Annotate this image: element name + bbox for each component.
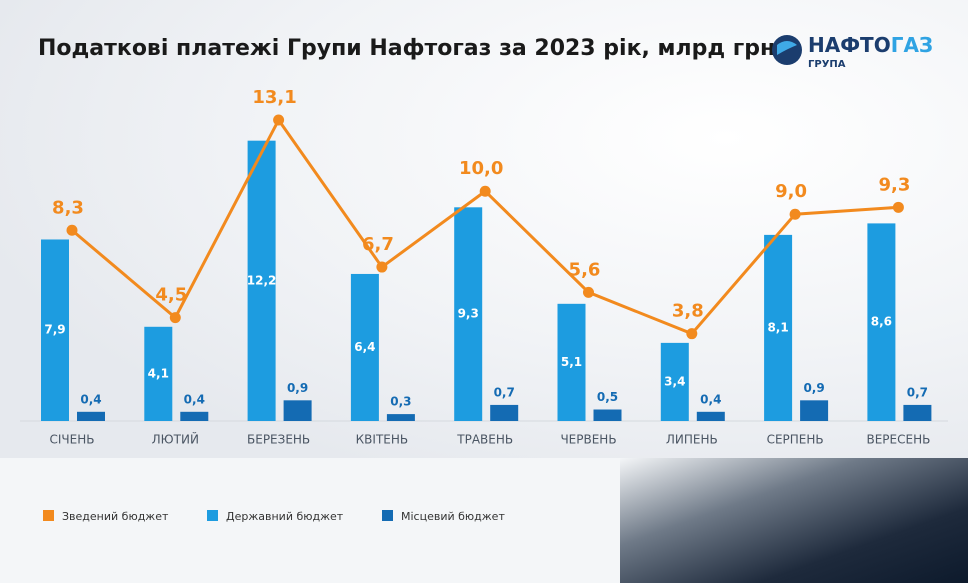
logo-part: ГАЗ: [891, 33, 933, 57]
value-label: 0,7: [907, 385, 928, 399]
value-label: 6,4: [354, 340, 375, 354]
bar: [557, 303, 586, 421]
legend-swatch: [207, 510, 218, 521]
chart-title: Податкові платежі Групи Нафтогаз за 2023…: [38, 36, 775, 61]
x-tick-label: СЕРПЕНЬ: [767, 433, 824, 447]
logo-icon: [772, 35, 802, 65]
x-tick-label: ЛЮТИЙ: [152, 432, 199, 447]
bar: [77, 411, 105, 421]
value-label: 5,6: [569, 259, 601, 280]
value-label: 7,9: [44, 323, 65, 337]
bar: [386, 414, 415, 421]
value-label: 0,9: [803, 381, 824, 395]
point: [479, 185, 491, 197]
value-label: 10,0: [459, 158, 503, 179]
point: [169, 312, 181, 324]
bar: [144, 326, 173, 421]
value-label: 0,9: [287, 381, 308, 395]
value-label: 8,1: [767, 320, 788, 334]
point: [583, 286, 594, 298]
value-label: 4,5: [155, 285, 187, 306]
x-tick-label: ЧЕРВЕНЬ: [560, 433, 616, 447]
photo: [620, 458, 968, 583]
point: [892, 201, 904, 213]
bar: [247, 140, 276, 421]
logo-text: НАФТОГАЗ: [808, 33, 933, 57]
bar: [660, 342, 689, 421]
bar: [867, 223, 896, 421]
value-label: 0,7: [494, 385, 515, 399]
value-label: 0,4: [700, 392, 721, 406]
value-label: 0,3: [390, 395, 411, 409]
value-label: 8,6: [871, 315, 892, 329]
legend-label: Державний бюджет: [226, 510, 344, 523]
logo-subtitle: ГРУПА: [808, 59, 846, 70]
x-tick-label: КВІТЕНЬ: [356, 433, 408, 447]
point: [686, 328, 698, 340]
bar: [283, 400, 312, 421]
value-label: 0,4: [80, 392, 101, 406]
point: [376, 261, 388, 273]
bar: [800, 400, 829, 421]
point: [789, 208, 801, 220]
legend-label: Місцевий бюджет: [401, 510, 505, 523]
bar: [454, 207, 483, 421]
x-tick-label: ВЕРЕСЕНЬ: [866, 433, 930, 447]
x-tick-label: СІЧЕНЬ: [50, 433, 95, 447]
legend-swatch: [43, 510, 54, 521]
bar: [350, 273, 379, 421]
bar: [490, 404, 519, 421]
value-label: 13,1: [252, 87, 296, 108]
value-label: 6,7: [362, 234, 394, 255]
legend-swatch: [382, 510, 393, 521]
logo: НАФТОГАЗ ГРУПА: [772, 33, 933, 70]
bar: [41, 239, 69, 421]
value-label: 8,3: [52, 197, 84, 218]
value-label: 9,3: [878, 174, 910, 195]
bar: [696, 411, 725, 421]
bar: [903, 404, 932, 421]
bar: [764, 234, 793, 421]
bar: [593, 409, 622, 421]
value-label: 4,1: [148, 366, 169, 380]
x-tick-label: ЛИПЕНЬ: [666, 433, 718, 447]
value-label: 12,2: [247, 273, 277, 287]
value-label: 3,4: [664, 374, 685, 388]
logo-icon: [777, 41, 797, 55]
value-label: 3,8: [672, 301, 704, 322]
logo-part: НАФТО: [808, 33, 891, 57]
value-label: 0,4: [184, 392, 205, 406]
value-label: 9,0: [775, 181, 807, 202]
point: [273, 114, 285, 126]
legend-label: Зведений бюджет: [62, 510, 169, 523]
value-label: 0,5: [597, 390, 618, 404]
x-tick-label: ТРАВЕНЬ: [456, 433, 513, 447]
value-label: 9,3: [458, 307, 479, 321]
bar: [180, 411, 209, 421]
value-label: 5,1: [561, 355, 582, 369]
point: [66, 224, 78, 236]
x-tick-label: БЕРЕЗЕНЬ: [247, 433, 310, 447]
